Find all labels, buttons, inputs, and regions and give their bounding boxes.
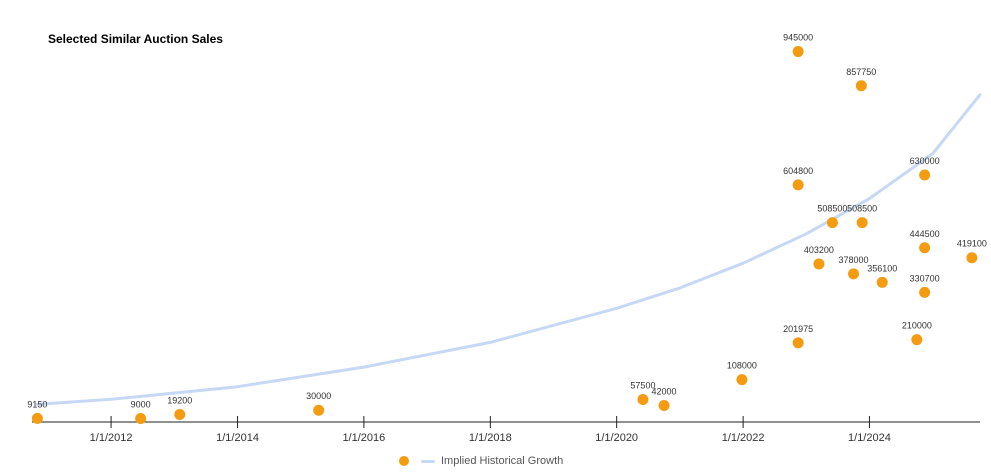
data-point [911, 334, 923, 346]
x-tick-label: 1/1/2022 [722, 432, 765, 444]
data-label: 42000 [652, 387, 677, 397]
x-tick-label: 1/1/2018 [469, 432, 512, 444]
data-label: 19200 [167, 395, 192, 405]
data-point [966, 252, 978, 264]
data-label: 57500 [630, 380, 655, 390]
data-label: 857750 [846, 67, 876, 77]
data-label: 9150 [27, 399, 47, 409]
data-point [31, 412, 43, 424]
data-label: 9000 [131, 399, 151, 409]
x-tick-label: 1/1/2014 [216, 432, 259, 444]
legend-points-marker [399, 456, 409, 466]
data-label: 210000 [902, 321, 932, 331]
data-point [856, 217, 868, 229]
legend-trend-label: Implied Historical Growth [441, 455, 564, 467]
data-label: 330700 [910, 273, 940, 283]
x-tick-label: 1/1/2016 [342, 432, 385, 444]
data-label: 444500 [910, 229, 940, 239]
x-tick-label: 1/1/2012 [90, 432, 133, 444]
data-point [855, 80, 867, 92]
data-label: 508500 [847, 204, 877, 214]
data-point [174, 408, 186, 420]
trend-line [35, 93, 982, 406]
data-label: 356100 [867, 263, 897, 273]
data-label: 403200 [804, 245, 834, 255]
x-tick-label: 1/1/2020 [595, 432, 638, 444]
data-label: 508500 [817, 204, 847, 214]
data-point [919, 286, 931, 298]
legend: Implied Historical Growth [399, 455, 563, 467]
data-label: 945000 [783, 33, 813, 43]
data-point [813, 258, 825, 270]
data-label: 419100 [957, 239, 987, 249]
data-point [919, 169, 931, 181]
data-point [637, 393, 649, 405]
data-point [848, 268, 860, 280]
data-point [313, 404, 325, 416]
data-point [135, 412, 147, 424]
data-label: 201975 [783, 324, 813, 334]
x-tick-label: 1/1/2024 [848, 432, 891, 444]
data-label: 378000 [838, 255, 868, 265]
data-point [919, 242, 931, 254]
data-label: 30000 [306, 391, 331, 401]
data-point [736, 374, 748, 386]
data-label: 630000 [910, 156, 940, 166]
data-label: 108000 [727, 361, 757, 371]
data-point [792, 46, 804, 58]
data-point [792, 337, 804, 349]
data-point [876, 276, 888, 288]
legend-trend-marker [421, 459, 435, 463]
data-point [792, 179, 804, 191]
chart-title: Selected Similar Auction Sales [48, 32, 223, 46]
data-point [826, 217, 838, 229]
data-label: 604800 [783, 166, 813, 176]
data-point [658, 400, 670, 412]
